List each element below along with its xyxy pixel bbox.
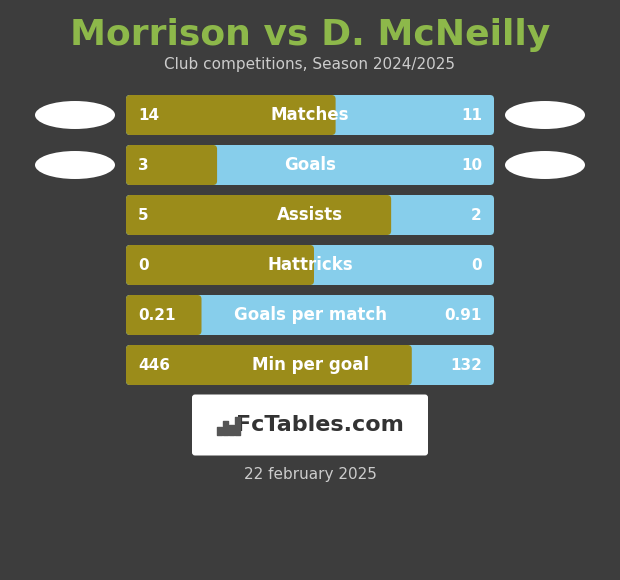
Text: Goals: Goals xyxy=(284,156,336,174)
Ellipse shape xyxy=(35,151,115,179)
FancyBboxPatch shape xyxy=(126,245,494,285)
Text: 3: 3 xyxy=(138,158,149,172)
Text: 0.91: 0.91 xyxy=(445,307,482,322)
Text: 2: 2 xyxy=(471,208,482,223)
Text: Min per goal: Min per goal xyxy=(252,356,368,374)
Ellipse shape xyxy=(505,151,585,179)
Text: Morrison vs D. McNeilly: Morrison vs D. McNeilly xyxy=(70,18,550,52)
Text: 14: 14 xyxy=(138,107,159,122)
Text: 132: 132 xyxy=(450,357,482,372)
FancyBboxPatch shape xyxy=(192,394,428,455)
Text: 10: 10 xyxy=(461,158,482,172)
FancyBboxPatch shape xyxy=(126,95,494,135)
Text: 5: 5 xyxy=(138,208,149,223)
FancyBboxPatch shape xyxy=(126,145,494,185)
Text: Club competitions, Season 2024/2025: Club competitions, Season 2024/2025 xyxy=(164,57,456,72)
Text: 0: 0 xyxy=(138,258,149,273)
FancyBboxPatch shape xyxy=(126,95,335,135)
FancyBboxPatch shape xyxy=(126,245,314,285)
Text: Matches: Matches xyxy=(271,106,349,124)
Text: 446: 446 xyxy=(138,357,170,372)
FancyBboxPatch shape xyxy=(126,295,202,335)
FancyBboxPatch shape xyxy=(126,345,494,385)
FancyBboxPatch shape xyxy=(126,195,494,235)
Text: Goals per match: Goals per match xyxy=(234,306,386,324)
Text: 0: 0 xyxy=(471,258,482,273)
FancyBboxPatch shape xyxy=(126,195,391,235)
Ellipse shape xyxy=(505,101,585,129)
Text: 11: 11 xyxy=(461,107,482,122)
Ellipse shape xyxy=(35,101,115,129)
Text: FcTables.com: FcTables.com xyxy=(236,415,404,435)
FancyBboxPatch shape xyxy=(126,145,217,185)
Text: 0.21: 0.21 xyxy=(138,307,175,322)
Text: Hattricks: Hattricks xyxy=(267,256,353,274)
Text: Assists: Assists xyxy=(277,206,343,224)
FancyBboxPatch shape xyxy=(126,295,494,335)
Text: 22 february 2025: 22 february 2025 xyxy=(244,467,376,483)
FancyBboxPatch shape xyxy=(126,345,412,385)
